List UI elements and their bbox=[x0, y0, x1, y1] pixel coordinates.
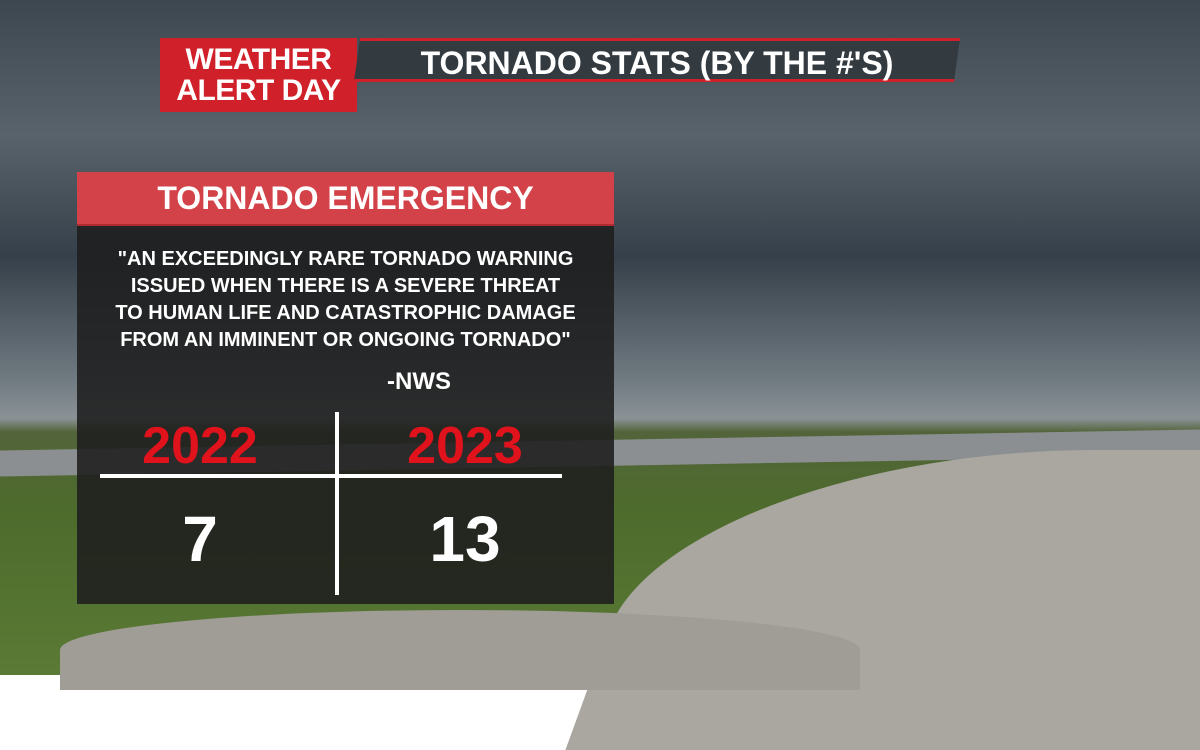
title: TORNADO STATS (BY THE #'S) bbox=[420, 45, 893, 81]
divider bbox=[335, 412, 339, 595]
divider bbox=[100, 474, 562, 478]
count: 13 bbox=[429, 503, 501, 575]
panel: TORNADO EMERGENCY "AN EXCEEDINGLY RARE T… bbox=[77, 172, 614, 604]
quote-line: ISSUED WHEN THERE IS A SEVERE THREAT bbox=[130, 275, 561, 297]
title-bar: TORNADO STATS (BY THE #'S) bbox=[353, 38, 961, 82]
year: 2023 bbox=[407, 417, 523, 475]
count: 7 bbox=[182, 503, 218, 575]
badge-line: WEATHER bbox=[185, 43, 332, 76]
source: -NWS bbox=[387, 368, 451, 395]
quote-line: TO HUMAN LIFE AND CATASTROPHIC DAMAGE bbox=[115, 302, 576, 324]
quote: "AN EXCEEDINGLY RARE TORNADO WARNING ISS… bbox=[77, 246, 614, 354]
quote-line: "AN EXCEEDINGLY RARE TORNADO WARNING bbox=[117, 248, 574, 270]
quote-line: FROM AN IMMINENT OR ONGOING TORNADO" bbox=[120, 329, 571, 351]
badge: WEATHER ALERT DAY bbox=[160, 38, 357, 112]
gravel bbox=[60, 610, 860, 690]
panel-title: TORNADO EMERGENCY bbox=[77, 172, 614, 226]
year: 2022 bbox=[142, 417, 258, 475]
badge-line: ALERT DAY bbox=[176, 74, 341, 107]
